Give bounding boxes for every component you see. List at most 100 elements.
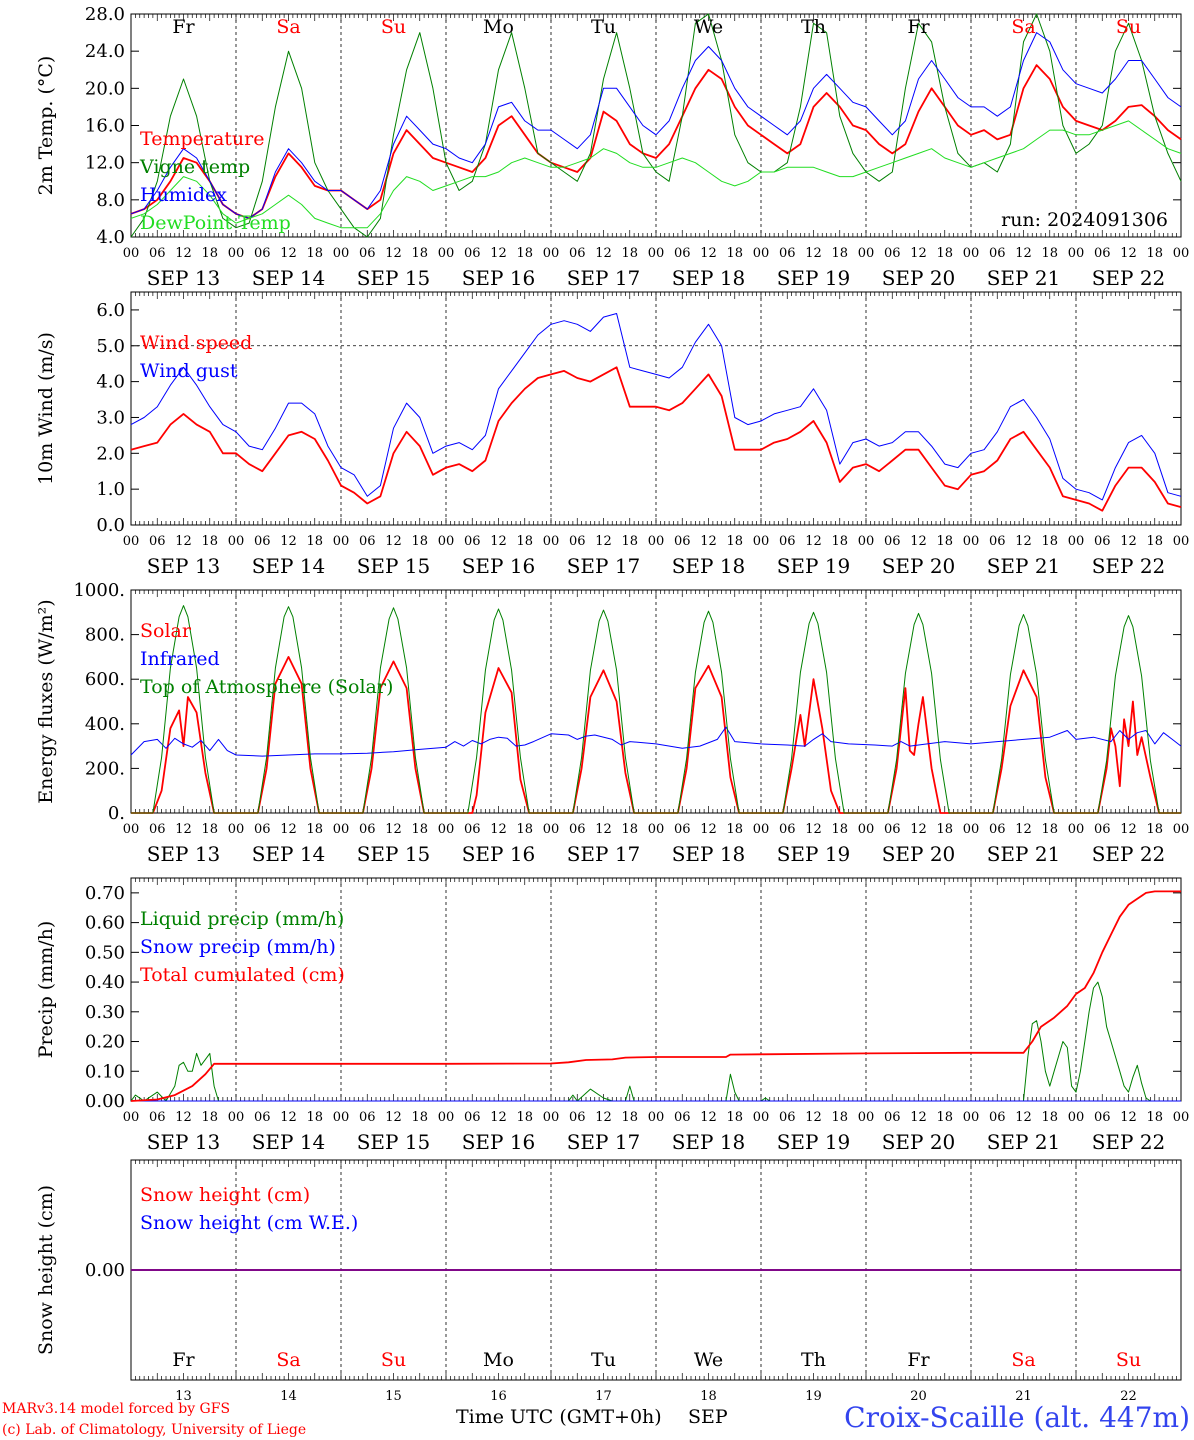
series-infrared <box>130 726 1182 757</box>
panel-4: 0.00 0.10 0.20 0.30 0.40 0.50 0.60 0.70 Precip (… <box>35 877 1189 1154</box>
hour-tick-label: 12 <box>805 246 822 261</box>
hour-tick-label: 12 <box>700 1110 717 1125</box>
date-label: SEP 14 <box>252 266 326 290</box>
series-humidex <box>130 32 1182 219</box>
hour-tick-label: 12 <box>1120 1110 1137 1125</box>
date-label: SEP 20 <box>882 554 956 578</box>
date-label: SEP 17 <box>567 266 641 290</box>
footer-model-credit: MARv3.14 model forced by GFS <box>2 1401 230 1417</box>
hour-tick-label: 06 <box>149 246 166 261</box>
panel-3: 0. 200. 400. 600. 800. 1000. Energy fluxes (W/… <box>35 580 1189 866</box>
hour-tick-label: 06 <box>779 534 796 549</box>
hour-tick-label: 12 <box>385 822 402 837</box>
series-solar <box>131 656 1181 814</box>
hour-tick-label: 06 <box>149 534 166 549</box>
hour-tick-label: 06 <box>1094 1110 1111 1125</box>
hour-tick-label: 00 <box>438 1110 455 1125</box>
series-top-of-atmosphere-solar- <box>131 605 1181 814</box>
hour-tick-label: 00 <box>228 1110 245 1125</box>
hour-tick-label: 06 <box>464 822 481 837</box>
date-label: SEP 17 <box>567 842 641 866</box>
hour-tick-label: 12 <box>595 534 612 549</box>
date-label: SEP 22 <box>1092 842 1166 866</box>
hour-tick-label: 00 <box>648 822 665 837</box>
y-axis-label: 2m Temp. (°C) <box>35 56 57 196</box>
hour-tick-label: 18 <box>1041 534 1058 549</box>
y-tick-label: 16.0 <box>85 116 125 137</box>
hour-tick-label: 18 <box>831 534 848 549</box>
hour-tick-label: 18 <box>411 246 428 261</box>
date-label: SEP 17 <box>567 554 641 578</box>
hour-tick-label: 06 <box>569 822 586 837</box>
hour-tick-label: 00 <box>753 1110 770 1125</box>
day-of-week-label: Mo <box>483 1349 514 1371</box>
legend-entry: Wind gust <box>140 360 238 382</box>
hour-tick-label: 00 <box>228 534 245 549</box>
date-label: SEP 20 <box>882 266 956 290</box>
day-number-label: 19 <box>805 1389 822 1404</box>
date-label: SEP 15 <box>357 266 431 290</box>
y-tick-label: 0. <box>108 803 125 824</box>
y-tick-label: 6.0 <box>96 300 125 321</box>
hour-tick-label: 00 <box>858 1110 875 1125</box>
hour-tick-label: 00 <box>858 534 875 549</box>
hour-tick-label: 12 <box>700 246 717 261</box>
hour-tick-label: 12 <box>280 822 297 837</box>
hour-tick-label: 00 <box>1173 534 1190 549</box>
hour-tick-label: 06 <box>569 246 586 261</box>
day-of-week-label: Su <box>381 1349 406 1371</box>
date-label: SEP 19 <box>777 1130 851 1154</box>
hour-tick-label: 12 <box>1120 534 1137 549</box>
day-of-week-label: Tu <box>591 1349 616 1371</box>
hour-tick-label: 06 <box>884 822 901 837</box>
day-number-label: 21 <box>1015 1389 1032 1404</box>
hour-tick-label: 06 <box>884 246 901 261</box>
date-label: SEP 20 <box>882 1130 956 1154</box>
day-of-week-label: Fr <box>172 16 195 38</box>
hour-tick-label: 06 <box>254 534 271 549</box>
hour-tick-label: 06 <box>989 246 1006 261</box>
hour-tick-label: 12 <box>280 246 297 261</box>
y-axis-label: Snow height (cm) <box>35 1185 57 1355</box>
hour-tick-label: 00 <box>228 822 245 837</box>
hour-tick-label: 18 <box>201 1110 218 1125</box>
hour-tick-label: 00 <box>858 246 875 261</box>
hour-tick-label: 00 <box>753 246 770 261</box>
day-number-label: 16 <box>490 1389 507 1404</box>
hour-tick-label: 12 <box>1120 246 1137 261</box>
hour-tick-label: 06 <box>569 534 586 549</box>
legend-entry: Temperature <box>140 128 264 150</box>
hour-tick-label: 12 <box>1015 822 1032 837</box>
time-axis-label: Time UTC (GMT+0h) <box>456 1406 662 1428</box>
hour-tick-label: 00 <box>123 246 140 261</box>
series-dewpoint-temp <box>130 120 1182 229</box>
hour-tick-label: 00 <box>123 534 140 549</box>
hour-tick-label: 06 <box>464 534 481 549</box>
date-label: SEP 13 <box>147 1130 221 1154</box>
date-label: SEP 21 <box>987 554 1061 578</box>
hour-tick-label: 06 <box>149 822 166 837</box>
hour-tick-label: 06 <box>884 1110 901 1125</box>
hour-tick-label: 06 <box>359 534 376 549</box>
date-label: SEP 16 <box>462 842 536 866</box>
y-tick-label: 0.00 <box>85 1260 125 1281</box>
date-label: SEP 20 <box>882 842 956 866</box>
hour-tick-label: 18 <box>726 534 743 549</box>
y-axis-label: Precip (mm/h) <box>35 921 57 1059</box>
date-label: SEP 16 <box>462 554 536 578</box>
date-label: SEP 13 <box>147 554 221 578</box>
hour-tick-label: 00 <box>123 822 140 837</box>
date-label: SEP 19 <box>777 266 851 290</box>
series-temperature <box>130 64 1182 220</box>
hour-tick-label: 06 <box>674 822 691 837</box>
day-of-week-label: Fr <box>172 1349 195 1371</box>
hour-tick-label: 12 <box>805 822 822 837</box>
hour-tick-label: 00 <box>648 246 665 261</box>
hour-tick-label: 12 <box>490 246 507 261</box>
hour-tick-label: 18 <box>621 1110 638 1125</box>
hour-tick-label: 12 <box>805 534 822 549</box>
y-tick-label: 4.0 <box>96 372 125 393</box>
y-tick-label: 1.0 <box>96 479 125 500</box>
date-label: SEP 15 <box>357 1130 431 1154</box>
legend-entry: Total cumulated (cm) <box>140 964 345 986</box>
